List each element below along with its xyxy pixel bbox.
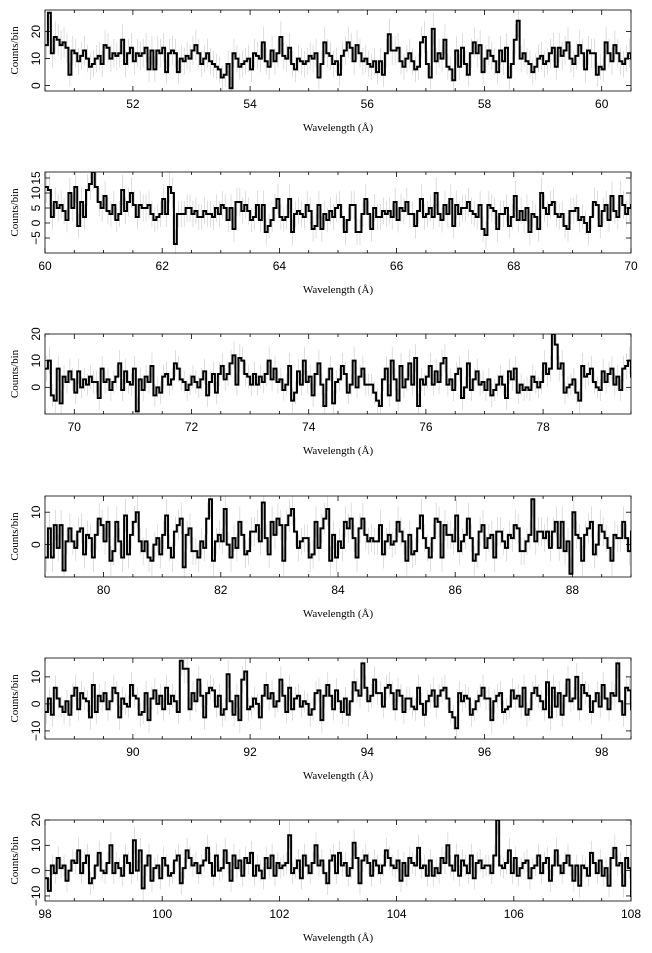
x-tick-label: 62 [156, 259, 170, 273]
y-tick-label: 10 [29, 838, 43, 852]
y-tick-label: 10 [29, 354, 43, 368]
x-axis-label: Wavelength (Å) [303, 122, 374, 134]
x-tick-label: 66 [390, 259, 404, 273]
x-tick-label: 84 [331, 583, 345, 597]
y-tick-label: 20 [29, 327, 43, 341]
x-tick-label: 78 [536, 420, 550, 434]
plot-frame [44, 171, 632, 254]
panel-1: 52 54 56 58 60 0 10 20 Counts/bin Wavelength (Å) [9, 9, 632, 134]
y-tick-label: 0 [29, 541, 43, 548]
y-tick-label: 20 [29, 813, 43, 827]
spectrum-line [45, 11, 631, 90]
y-tick-label: 10 [29, 505, 43, 519]
error-bars [46, 820, 630, 901]
x-tick-label: 94 [361, 745, 375, 759]
x-tick-label: 98 [595, 745, 609, 759]
x-tick-label: 76 [419, 420, 433, 434]
y-tick-label: 10 [29, 670, 43, 684]
y-axis-label: Counts/bin [9, 188, 21, 237]
y-tick-label: 0 [29, 219, 43, 226]
y-axis-label: Counts/bin [9, 349, 21, 398]
x-tick-label: 88 [566, 583, 580, 597]
x-tick-label: 102 [269, 907, 289, 921]
y-tick-label: 10 [29, 52, 43, 66]
panel-6: 98 100 102 104 106 108 −10 0 10 20 Counts/bin Wavel… [9, 813, 641, 944]
x-tick-label: 52 [126, 97, 140, 111]
x-tick-label: 70 [68, 420, 82, 434]
x-tick-label: 108 [621, 907, 641, 921]
x-tick-label: 74 [302, 420, 316, 434]
y-tick-label: 0 [29, 384, 43, 391]
y-axis-label: Counts/bin [9, 26, 21, 75]
x-tick-label: 58 [478, 97, 492, 111]
x-tick-label: 100 [152, 907, 172, 921]
y-tick-label: 5 [29, 204, 43, 211]
spectrum-line [45, 172, 631, 245]
panel-5: 90 92 94 96 98 −10 0 10 Counts/bin Wavelength (Å) [9, 657, 632, 782]
panel-4: 80 82 84 86 88 0 10 Counts/bin Wavelength (Å) [9, 495, 632, 620]
y-tick-label: 0 [29, 82, 43, 89]
y-axis-label: Counts/bin [9, 512, 21, 561]
x-tick-label: 82 [214, 583, 228, 597]
spectrum-line [45, 820, 631, 897]
spectrum-line [45, 334, 631, 413]
y-tick-label: 15 [29, 171, 43, 185]
x-tick-label: 60 [38, 259, 52, 273]
x-tick-label: 72 [185, 420, 199, 434]
x-tick-label: 70 [624, 259, 638, 273]
y-axis-label: Counts/bin [9, 674, 21, 723]
x-tick-label: 54 [243, 97, 257, 111]
y-tick-label: 10 [29, 186, 43, 200]
x-tick-label: 60 [595, 97, 609, 111]
y-tick-label: −10 [29, 720, 43, 741]
x-tick-label: 92 [243, 745, 257, 759]
spectrum-line [45, 659, 631, 730]
x-tick-label: 96 [478, 745, 492, 759]
x-tick-label: 68 [507, 259, 521, 273]
y-tick-label: 20 [29, 25, 43, 39]
x-tick-label: 98 [38, 907, 52, 921]
x-axis-label: Wavelength (Å) [303, 770, 374, 782]
x-tick-label: 86 [449, 583, 463, 597]
y-tick-label: 0 [29, 867, 43, 874]
x-tick-label: 80 [97, 583, 111, 597]
x-tick-label: 106 [504, 907, 524, 921]
y-axis-label: Counts/bin [9, 836, 21, 885]
x-tick-label: 56 [361, 97, 375, 111]
x-tick-label: 90 [126, 745, 140, 759]
spectrum-line [45, 498, 631, 575]
x-axis-label: Wavelength (Å) [303, 932, 374, 944]
y-tick-label: 0 [29, 700, 43, 707]
y-tick-label: −10 [29, 885, 43, 906]
x-axis-label: Wavelength (Å) [303, 284, 374, 296]
x-axis-label: Wavelength (Å) [303, 608, 374, 620]
y-tick-label: −5 [29, 231, 43, 245]
x-tick-label: 104 [387, 907, 407, 921]
x-tick-label: 64 [273, 259, 287, 273]
panel-3: 70 72 74 76 78 0 10 20 Counts/bin Wavelength (Å) [9, 327, 632, 457]
x-axis-label: Wavelength (Å) [303, 445, 374, 457]
